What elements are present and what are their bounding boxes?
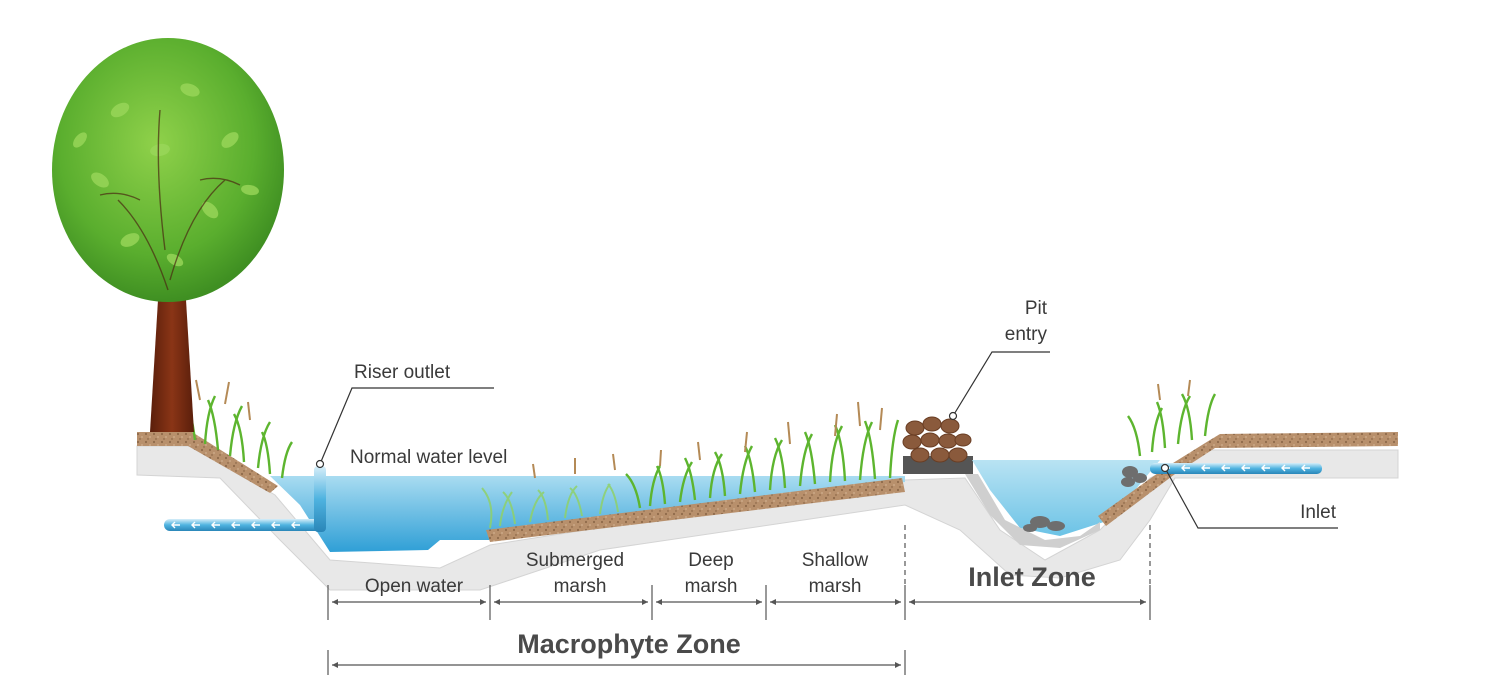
riser-outlet-label: Riser outlet xyxy=(354,362,451,383)
outlet-flow-arrows xyxy=(171,521,300,529)
tree-branches xyxy=(99,109,241,291)
callout-lines xyxy=(319,351,1338,529)
right-bank-grass xyxy=(1127,393,1217,457)
inlet-marker xyxy=(1160,463,1170,473)
inlet-zone-bed xyxy=(965,474,1100,548)
submerged-marsh-label-line1: Submerged xyxy=(526,550,624,571)
inlet-zone-stones xyxy=(1023,466,1147,532)
riser-outlet-pipe xyxy=(314,466,326,532)
macrophyte-zone-water xyxy=(270,476,905,552)
gravel-ground xyxy=(136,445,1399,591)
outlet-pipe-horizontal xyxy=(164,519,324,531)
right-bank-soil xyxy=(1098,432,1398,526)
shallow-marsh-label-line1: Shallow xyxy=(802,550,869,571)
macrophyte-zone-label: Macrophyte Zone xyxy=(517,629,741,659)
left-bank-reeds xyxy=(195,379,251,421)
zone-dimension-lines xyxy=(327,525,1151,675)
deep-marsh-label-line2: marsh xyxy=(685,576,738,597)
inlet-zone-water xyxy=(972,460,1160,536)
submerged-vegetation xyxy=(481,483,619,529)
inlet-zone-label: Inlet Zone xyxy=(968,562,1096,592)
tree-canopy xyxy=(52,38,284,302)
riser-outlet-marker xyxy=(315,459,325,469)
dimension-arrowheads xyxy=(332,599,1146,668)
pit-entry-rocks xyxy=(902,416,972,463)
deep-marsh-label-line1: Deep xyxy=(688,550,733,571)
pit-entry-label-line2: entry xyxy=(1005,324,1048,345)
normal-water-level-label: Normal water level xyxy=(350,447,507,468)
marsh-bed-soil xyxy=(486,478,905,542)
shallow-marsh-label-line2: marsh xyxy=(809,576,862,597)
submerged-marsh-label-line2: marsh xyxy=(554,576,607,597)
left-bank-soil xyxy=(137,432,278,493)
tree-leaves xyxy=(73,83,259,267)
tree-trunk xyxy=(150,300,194,432)
right-bank-reeds xyxy=(1157,379,1191,401)
pit-entry-marker xyxy=(948,411,958,421)
pit-entry-label-line1: Pit xyxy=(1025,298,1048,319)
marsh-reed-heads xyxy=(532,401,883,479)
inlet-pipe xyxy=(1150,463,1322,474)
inlet-label: Inlet xyxy=(1300,502,1337,523)
open-water-label: Open water xyxy=(365,576,464,597)
